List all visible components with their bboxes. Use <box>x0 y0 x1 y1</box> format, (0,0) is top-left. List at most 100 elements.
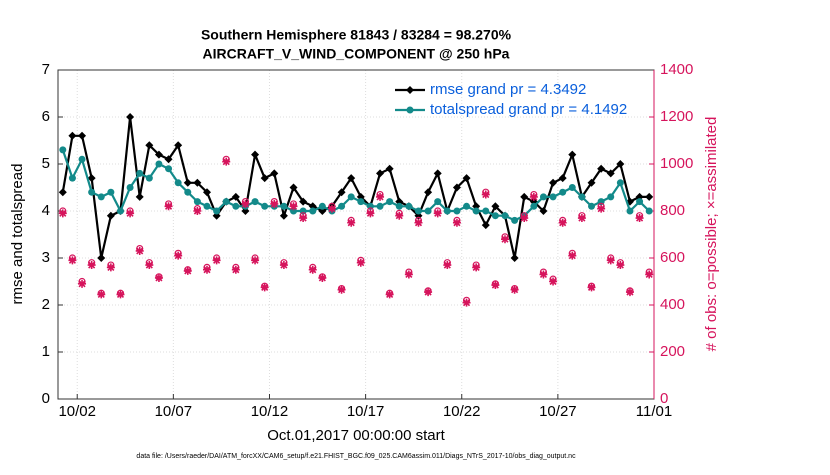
point <box>59 146 67 154</box>
point <box>193 198 201 206</box>
legend-label: rmse grand pr = 4.3492 <box>430 81 586 98</box>
point <box>530 202 538 210</box>
point <box>97 254 106 262</box>
point <box>290 207 298 215</box>
point <box>222 157 231 166</box>
point <box>510 285 519 294</box>
point <box>318 202 326 210</box>
point <box>87 174 96 183</box>
point <box>376 192 385 201</box>
point <box>193 178 202 187</box>
y-tick-label: 2 <box>42 296 50 313</box>
point <box>635 214 644 223</box>
point <box>126 209 135 218</box>
point <box>78 131 87 140</box>
point <box>386 198 394 206</box>
point <box>472 263 481 272</box>
point <box>251 198 259 206</box>
point <box>616 261 625 270</box>
point <box>616 179 624 187</box>
y2-tick-label: 800 <box>660 202 685 219</box>
point <box>588 202 596 210</box>
point <box>520 214 529 223</box>
point <box>549 277 558 286</box>
y2-tick-label: 1400 <box>660 61 693 78</box>
point <box>308 265 317 274</box>
y-tick-label: 1 <box>42 343 50 360</box>
point <box>501 235 509 244</box>
point <box>126 184 134 191</box>
y2-tick-label: 600 <box>660 249 685 266</box>
point <box>280 202 288 210</box>
point <box>558 218 567 227</box>
point <box>559 188 567 196</box>
point <box>357 198 365 206</box>
point <box>607 193 615 201</box>
point <box>347 193 355 201</box>
y-tick-label: 7 <box>42 61 50 78</box>
point <box>251 150 260 159</box>
point <box>174 251 183 260</box>
point <box>337 188 346 197</box>
x-tick-label: 10/17 <box>347 403 385 420</box>
point <box>443 207 451 215</box>
point <box>376 202 384 210</box>
point <box>338 202 346 210</box>
point <box>645 270 654 279</box>
point <box>385 290 394 299</box>
point <box>279 211 288 220</box>
point <box>106 211 115 220</box>
point <box>568 184 576 191</box>
point <box>174 141 183 150</box>
point <box>597 204 606 213</box>
point <box>463 202 471 210</box>
x-axis-label: Oct.01,2017 00:00:00 start <box>267 427 445 444</box>
x-tick-label: 10/07 <box>155 403 193 420</box>
y-tick-label: 6 <box>42 108 50 125</box>
point <box>568 150 577 159</box>
point <box>116 290 125 299</box>
x-tick-label: 10/12 <box>251 403 289 420</box>
point <box>453 207 461 215</box>
point <box>424 188 433 197</box>
point <box>626 207 634 215</box>
point <box>568 251 577 260</box>
point <box>577 214 586 223</box>
y-tick-label: 3 <box>42 249 50 266</box>
point <box>366 209 375 218</box>
point <box>395 202 403 210</box>
point <box>406 86 414 94</box>
point <box>68 174 76 182</box>
y2-tick-label: 1000 <box>660 155 693 172</box>
point <box>481 190 490 199</box>
y2-tick-label: 200 <box>660 343 685 360</box>
point <box>433 169 442 178</box>
point <box>106 263 115 272</box>
point <box>462 298 471 307</box>
point <box>126 113 135 121</box>
point <box>68 131 77 140</box>
point <box>616 160 625 168</box>
point <box>289 183 298 192</box>
point <box>241 199 250 208</box>
point <box>116 207 124 215</box>
point <box>578 193 586 201</box>
point <box>539 270 548 279</box>
point <box>424 207 432 215</box>
point <box>136 169 144 177</box>
x-tick-label: 10/22 <box>443 403 481 420</box>
point <box>145 174 153 182</box>
point <box>452 218 461 227</box>
point <box>78 155 86 163</box>
point <box>520 192 529 201</box>
point <box>231 192 240 201</box>
point <box>260 174 269 183</box>
legend-label: totalspread grand pr = 4.1492 <box>430 101 627 118</box>
point <box>174 179 182 187</box>
point <box>606 169 615 178</box>
point <box>625 288 634 297</box>
point <box>606 256 615 265</box>
point <box>222 198 230 206</box>
point <box>405 202 413 210</box>
